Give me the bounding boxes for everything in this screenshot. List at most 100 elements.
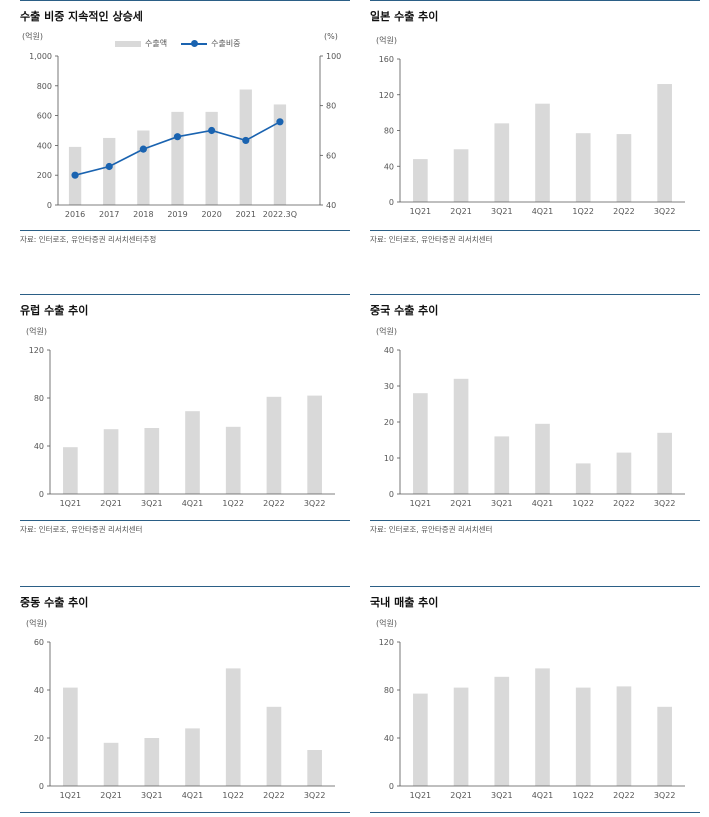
y-tick-label: 120 xyxy=(29,346,44,355)
chart-panel-domestic-sales: 국내 매출 추이 (억원) 0 40 80 120 1Q21 2Q21 3Q21 4Q21 1Q2… xyxy=(370,586,700,817)
y-tick-label: 10 xyxy=(384,454,394,463)
x-tick-label: 2Q21 xyxy=(450,207,472,216)
bar xyxy=(453,149,469,202)
chart-svg: (억원) 0 40 80 120 1Q21 2Q21 3Q21 4Q21 1Q22 2Q22 3Q22 xyxy=(376,618,685,800)
x-tick-label: 2Q22 xyxy=(613,499,635,508)
series-point xyxy=(105,162,113,171)
bar xyxy=(185,411,200,494)
bar xyxy=(657,432,672,494)
chart-svg: (억원) 0 40 80 120 1Q21 2Q21 3Q21 4Q21 1Q22 2Q22 3Q22 xyxy=(26,326,335,508)
bar xyxy=(307,750,322,786)
x-tick-label: 1Q22 xyxy=(572,207,594,216)
y-tick-label: 40 xyxy=(384,734,394,743)
source-note: 자료: 인터로조, 유안타증권 리서치센터추정 xyxy=(20,235,157,244)
x-tick-label: 2022.3Q xyxy=(263,210,297,219)
y2-tick-label: 100 xyxy=(326,52,341,61)
x-tick-label: 2Q22 xyxy=(263,791,285,800)
bar xyxy=(239,89,252,205)
bar xyxy=(137,130,150,205)
bar xyxy=(413,159,428,202)
y-tick-label: 0 xyxy=(39,490,44,499)
bar xyxy=(63,447,78,494)
x-tick-label: 3Q22 xyxy=(304,791,326,800)
x-tick-label: 3Q21 xyxy=(141,791,163,800)
y-tick-label: 30 xyxy=(384,382,394,391)
panel-bottom-rule xyxy=(20,230,350,231)
x-tick-label: 2018 xyxy=(133,210,153,219)
bar xyxy=(225,426,241,494)
x-tick-label: 3Q22 xyxy=(654,791,676,800)
bar xyxy=(185,728,200,786)
x-tick-label: 3Q22 xyxy=(304,499,326,508)
x-tick-label: 3Q21 xyxy=(491,791,513,800)
y-axis-unit-label: (억원) xyxy=(376,326,397,336)
x-tick-label: 2020 xyxy=(201,210,221,219)
legend-label-line: 수출비중 xyxy=(211,39,241,48)
x-tick-label: 1Q22 xyxy=(572,791,594,800)
y-tick-label: 0 xyxy=(47,201,52,210)
y-tick-label: 80 xyxy=(384,686,394,695)
chart-panel-china-export: 중국 수출 추이 (억원) 0 10 20 30 40 1Q21 2Q21 3Q21 4Q21 1Q… xyxy=(370,294,700,544)
bar xyxy=(575,463,591,494)
y-axis-unit-label: (억원) xyxy=(26,618,47,628)
bar xyxy=(266,396,282,494)
bar xyxy=(657,706,672,786)
y-tick-label: 0 xyxy=(389,490,394,499)
y-tick-label: 20 xyxy=(384,418,394,427)
x-tick-label: 2Q21 xyxy=(100,499,122,508)
bar xyxy=(413,693,428,786)
panel-bottom-rule xyxy=(370,812,700,813)
panel-bottom-rule xyxy=(370,520,700,521)
bar xyxy=(307,395,322,494)
x-tick-label: 4Q21 xyxy=(532,791,554,800)
bar xyxy=(575,133,591,202)
y-tick-label: 160 xyxy=(379,55,394,64)
bar xyxy=(616,134,632,202)
x-tick-label: 4Q21 xyxy=(532,207,554,216)
y-tick-label: 40 xyxy=(34,686,44,695)
y-tick-label: 0 xyxy=(389,782,394,791)
y-tick-label: 80 xyxy=(384,127,394,136)
x-tick-label: 2021 xyxy=(236,210,256,219)
bar xyxy=(494,436,510,494)
panel-title: 중동 수출 추이 xyxy=(20,596,89,609)
bar xyxy=(453,687,469,786)
bar xyxy=(144,738,160,786)
panel-bottom-rule xyxy=(370,230,700,231)
x-tick-label: 4Q21 xyxy=(182,791,204,800)
panel-bottom-rule xyxy=(20,520,350,521)
y-tick-label: 400 xyxy=(37,141,52,150)
x-tick-label: 4Q21 xyxy=(182,499,204,508)
x-tick-label: 1Q22 xyxy=(222,791,244,800)
chart-svg: (억원) 0 200 400 600 800 1,000 2016 2017 2018 2019 20… xyxy=(22,31,341,219)
source-note: 자료: 인터로조, 유안타증권 리서치센터 xyxy=(370,235,493,244)
source-note: 자료: 인터로조, 유안타증권 리서치센터 xyxy=(20,525,143,534)
legend-label-bar: 수출액 xyxy=(145,39,168,48)
y-axis-unit-label: (억원) xyxy=(376,618,397,628)
x-tick-label: 1Q22 xyxy=(222,499,244,508)
panel-top-rule xyxy=(20,586,350,587)
y-tick-label: 40 xyxy=(384,346,394,355)
bar xyxy=(535,668,550,786)
y-tick-label: 800 xyxy=(37,82,52,91)
x-tick-label: 2017 xyxy=(99,210,119,219)
x-tick-label: 1Q21 xyxy=(410,499,432,508)
series-point xyxy=(242,136,250,145)
series-point xyxy=(276,118,284,126)
panel-top-rule xyxy=(20,0,350,1)
legend-bar-swatch xyxy=(115,40,141,47)
panel-title: 일본 수출 추이 xyxy=(370,10,439,23)
chart-legend: 수출액 수출비중 xyxy=(115,38,241,49)
source-note: 자료: 인터로조, 유안타증권 리서치센터 xyxy=(370,525,493,534)
bar xyxy=(144,428,160,494)
chart-panel-middle-east-export: 중동 수출 추이 (억원) 0 20 40 60 1Q21 2Q21 3Q21 4Q21 1Q22… xyxy=(20,586,350,817)
bar xyxy=(273,104,287,205)
bar xyxy=(575,687,591,786)
y-tick-label: 120 xyxy=(379,638,394,647)
series-point xyxy=(139,145,147,153)
series-point xyxy=(173,133,182,141)
x-tick-label: 1Q22 xyxy=(572,499,594,508)
y-tick-label: 80 xyxy=(34,394,44,403)
bar xyxy=(413,393,428,494)
x-tick-label: 2Q22 xyxy=(263,499,285,508)
